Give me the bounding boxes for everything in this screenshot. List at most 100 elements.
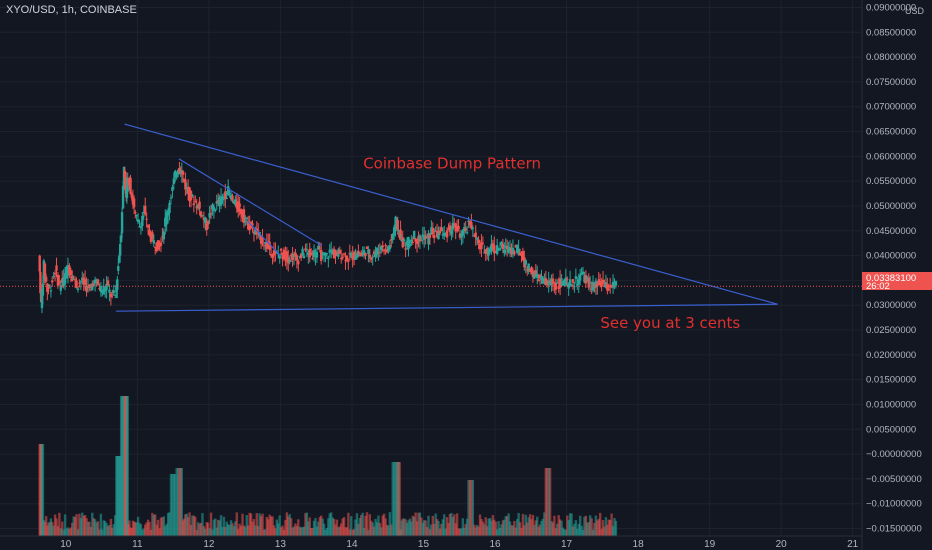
candle-body [257, 230, 260, 232]
volume-bar [564, 529, 568, 536]
channel-line[interactable] [247, 221, 281, 257]
candle-body [259, 235, 263, 244]
triangle-top[interactable] [124, 123, 778, 305]
volume-bar [224, 526, 227, 536]
volume-bar [533, 524, 536, 536]
volume-bar [274, 528, 277, 536]
volume-bar [245, 515, 248, 536]
candle-body [601, 279, 605, 284]
candle-body [465, 232, 469, 234]
volume-bar [185, 513, 188, 536]
candle-body [540, 276, 543, 280]
candle-body [407, 236, 410, 250]
candle-body [475, 237, 479, 240]
candle-body [385, 249, 389, 253]
volume-bar [591, 529, 595, 536]
candle-body [228, 193, 231, 195]
candle-body [593, 282, 596, 288]
volume-bar [149, 529, 153, 536]
volume-bar [198, 523, 201, 536]
candle-body [444, 233, 447, 236]
candle-body [47, 286, 50, 289]
volume-bar [103, 521, 107, 536]
volume-bar [191, 515, 194, 536]
volume-bar [59, 528, 63, 536]
candle-body [388, 245, 392, 250]
symbol-header: XYO/USD, 1h, COINBASE [6, 4, 137, 16]
candle-body [327, 258, 330, 260]
candle-body [130, 193, 133, 198]
candle-body [368, 254, 372, 258]
volume-bar [362, 527, 366, 536]
volume-bar [547, 468, 550, 536]
candle-body [445, 230, 449, 238]
candle-body [212, 206, 216, 211]
volume-bar [269, 516, 273, 536]
candle-body [58, 281, 61, 284]
candle-body [391, 234, 394, 240]
volume-bar [390, 524, 393, 536]
candle-body [154, 246, 157, 249]
candle-body [561, 281, 565, 286]
candle-body [547, 280, 550, 285]
candle-body [66, 265, 70, 276]
y-tick-label: 0.04000000 [866, 251, 916, 262]
volume-bar [261, 513, 264, 536]
candle-body [354, 256, 357, 260]
candle-body [216, 200, 220, 203]
candle-body [324, 253, 327, 256]
volume-bar [560, 520, 563, 536]
candle-body [301, 248, 304, 256]
candle-body [49, 290, 53, 292]
volume-bar [98, 529, 101, 536]
volume-bar [78, 513, 81, 536]
candle-body [487, 248, 490, 256]
candle-body [95, 280, 98, 284]
volume-bar [483, 524, 486, 536]
volume-bar [238, 523, 241, 536]
volume-bar [566, 515, 569, 536]
volume-bar [154, 514, 157, 536]
candle-body [447, 228, 450, 230]
volume-bar [174, 474, 177, 536]
candle-body [288, 260, 291, 262]
candle-body [398, 234, 401, 238]
triangle-bottom[interactable] [115, 303, 778, 312]
candle-body [309, 252, 313, 256]
candle-body [218, 197, 221, 207]
candle-body [556, 282, 559, 284]
candle-body [538, 274, 542, 279]
candle-body [262, 245, 266, 247]
candle-body [344, 260, 347, 262]
volume-bar [248, 512, 251, 536]
wedge-line[interactable] [178, 158, 323, 247]
candle-body [98, 288, 101, 290]
candle-body [172, 178, 176, 185]
candle-body [450, 229, 453, 235]
volume-bar [85, 518, 88, 536]
annotation-target[interactable]: See you at 3 cents [600, 314, 740, 332]
volume-bar [445, 517, 449, 536]
volume-bar [126, 396, 129, 536]
candle-body [345, 255, 349, 261]
y-tick-label: 0.05500000 [866, 176, 916, 187]
volume-bar [69, 527, 73, 536]
candle-body [139, 226, 143, 229]
volume-bar [497, 521, 500, 536]
volume-bar [503, 519, 506, 536]
volume-bar [291, 527, 294, 536]
volume-bar [576, 528, 579, 536]
candle-body [305, 249, 309, 251]
volume-bar [375, 522, 379, 536]
candle-body [191, 194, 194, 196]
volume-bar [354, 519, 357, 536]
candle-body [171, 187, 174, 191]
candle-body [564, 277, 568, 286]
volume-bar [348, 529, 352, 536]
volume-bar [437, 521, 440, 536]
candle-body [382, 249, 386, 251]
annotation-title[interactable]: Coinbase Dump Pattern [363, 155, 541, 173]
candle-body [467, 220, 470, 223]
candle-body [546, 280, 549, 286]
